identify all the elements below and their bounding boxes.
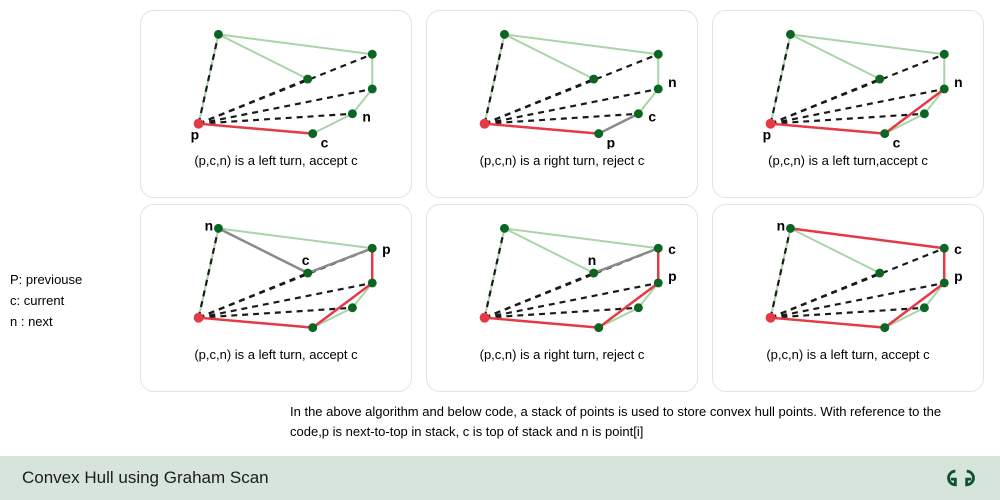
panel-3: p c n (p,c,n) is a left turn,accept c — [712, 10, 984, 198]
svg-text:c: c — [321, 135, 329, 150]
svg-text:p: p — [954, 268, 962, 284]
legend-p: P: previouse — [10, 270, 140, 291]
panel-1: p c n (p,c,n) is a left turn, accept c — [140, 10, 412, 198]
svg-text:p: p — [382, 241, 390, 257]
svg-text:p: p — [191, 127, 199, 143]
panel-row-1: p c n (p,c,n) is a left turn, accept c p c n (… — [140, 10, 990, 198]
svg-text:p: p — [763, 127, 771, 143]
svg-text:p: p — [668, 268, 676, 284]
caption-4: (p,c,n) is a left turn, accept c — [149, 347, 403, 362]
caption-6: (p,c,n) is a left turn, accept c — [721, 347, 975, 362]
caption-2: (p,c,n) is a right turn, reject c — [435, 153, 689, 168]
svg-text:n: n — [362, 109, 370, 125]
svg-text:n: n — [954, 74, 962, 90]
panel-row-2: pcn(p,c,n) is a left turn, accept c pcn(… — [140, 204, 990, 392]
svg-text:c: c — [954, 241, 962, 257]
panel-6: pc n (p,c,n) is a left turn, accept c — [712, 204, 984, 392]
svg-text:c: c — [893, 135, 901, 150]
footer-title: Convex Hull using Graham Scan — [22, 468, 269, 488]
caption-3: (p,c,n) is a left turn,accept c — [721, 153, 975, 168]
svg-text:c: c — [302, 252, 310, 268]
legend: P: previouse c: current n : next — [0, 0, 140, 456]
description: In the above algorithm and below code, a… — [140, 398, 990, 441]
panel-2: p c n (p,c,n) is a right turn, reject c — [426, 10, 698, 198]
panel-4: p c n (p,c,n) is a left turn, accept c — [140, 204, 412, 392]
legend-n: n : next — [10, 312, 140, 333]
caption-1: (p,c,n) is a left turn, accept c — [149, 153, 403, 168]
diagram-container: P: previouse c: current n : next pcn(p,c… — [0, 0, 1000, 456]
svg-text:n: n — [588, 252, 596, 268]
svg-text:p: p — [607, 135, 615, 150]
legend-c: c: current — [10, 291, 140, 312]
svg-text:c: c — [648, 109, 656, 125]
svg-text:c: c — [668, 241, 676, 257]
footer: Convex Hull using Graham Scan — [0, 456, 1000, 500]
panels-area: pcn(p,c,n) is a left turn, accept c pcn(… — [140, 0, 1000, 456]
svg-text:n: n — [205, 217, 213, 233]
caption-5: (p,c,n) is a right turn, reject c — [435, 347, 689, 362]
svg-text:n: n — [777, 217, 785, 233]
gfg-logo-icon — [944, 465, 978, 491]
svg-text:n: n — [668, 74, 676, 90]
panel-5: pc n (p,c,n) is a right turn, reject c — [426, 204, 698, 392]
